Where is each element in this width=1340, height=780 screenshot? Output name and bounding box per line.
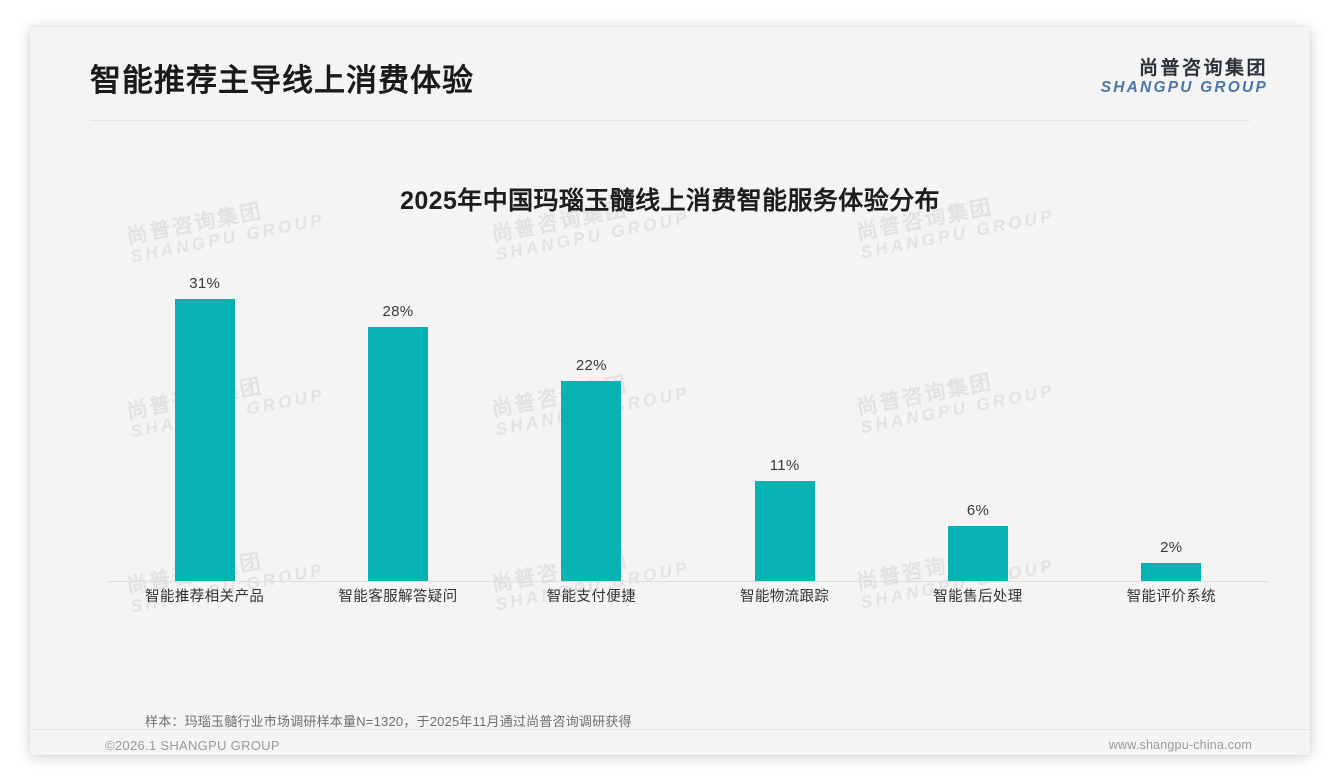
bar-item: 11% — [688, 272, 881, 581]
slide-header: 智能推荐主导线上消费体验 尚普咨询集团 SHANGPU GROUP — [30, 27, 1310, 120]
copyright-text: ©2026.1 SHANGPU GROUP — [105, 738, 280, 753]
bar-item: 31% — [108, 272, 301, 581]
x-axis-label: 智能评价系统 — [1126, 589, 1216, 605]
bar-rect[interactable] — [561, 381, 622, 581]
x-axis-label: 智能支付便捷 — [546, 589, 637, 605]
bar-item: 2% — [1075, 272, 1268, 581]
x-axis-label: 智能物流跟踪 — [739, 589, 830, 605]
chart-area: 2025年中国玛瑙玉髓线上消费智能服务体验分布 31% 28% 22% 11% — [30, 120, 1310, 680]
chart-title: 2025年中国玛瑙玉髓线上消费智能服务体验分布 — [400, 187, 940, 215]
bar-rect[interactable] — [947, 526, 1008, 581]
bar-value-label: 6% — [966, 502, 990, 519]
bar-value-label: 28% — [382, 303, 414, 320]
bar-value-label: 22% — [575, 357, 607, 374]
x-axis-label: 智能售后处理 — [933, 589, 1023, 605]
bar-series: 31% 28% 22% 11% 6% — [108, 272, 1268, 581]
x-axis-label: 智能客服解答疑问 — [338, 589, 458, 605]
slide-card: 尚普咨询集团 SHANGPU GROUP 尚普咨询集团 SHANGPU GROU… — [30, 27, 1310, 755]
bar-item: 22% — [495, 272, 688, 581]
bar-item: 6% — [881, 272, 1074, 581]
source-footnote: 样本：玛瑙玉髓行业市场调研样本量N=1320，于2025年11月通过尚普咨询调研… — [145, 714, 632, 729]
x-axis-label: 智能推荐相关产品 — [145, 589, 265, 605]
brand-logo: 尚普咨询集团 SHANGPU GROUP — [1101, 58, 1268, 97]
x-axis-labels: 智能推荐相关产品 智能客服解答疑问 智能支付便捷 智能物流跟踪 智能售后处理 智… — [108, 585, 1268, 606]
brand-logo-en: SHANGPU GROUP — [1100, 79, 1268, 97]
bar-rect[interactable] — [754, 481, 815, 581]
brand-logo-cn: 尚普咨询集团 — [1138, 58, 1268, 79]
slide-footer: ©2026.1 SHANGPU GROUP www.shangpu-china.… — [30, 729, 1310, 755]
bar-item: 28% — [301, 272, 494, 581]
bar-value-label: 2% — [1160, 539, 1183, 556]
bar-rect[interactable] — [367, 327, 428, 581]
bar-chart-plot: 31% 28% 22% 11% 6% — [78, 272, 1273, 582]
page-title: 智能推荐主导线上消费体验 — [90, 63, 474, 98]
website-url[interactable]: www.shangpu-china.com — [1108, 738, 1252, 752]
x-axis-line — [108, 581, 1268, 582]
bar-value-label: 11% — [769, 457, 800, 474]
bar-value-label: 31% — [189, 275, 221, 292]
bar-rect[interactable] — [174, 299, 235, 581]
header-divider — [90, 120, 1250, 121]
bar-rect[interactable] — [1141, 563, 1202, 581]
